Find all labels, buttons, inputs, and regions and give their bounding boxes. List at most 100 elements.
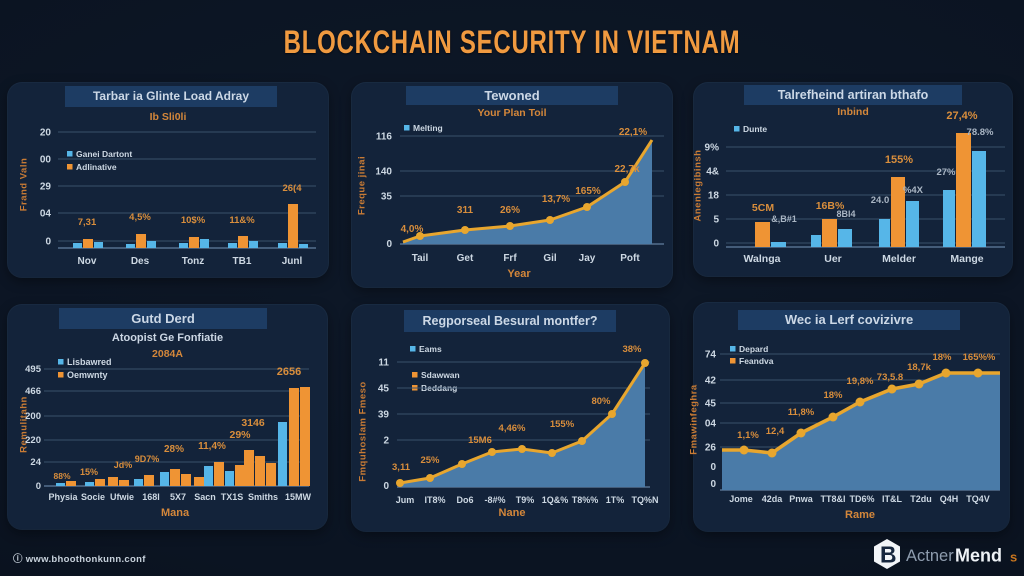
svg-text:2656: 2656	[277, 366, 301, 378]
svg-text:04: 04	[40, 209, 52, 220]
svg-text:4&: 4&	[706, 167, 719, 178]
svg-text:IT&L: IT&L	[882, 494, 902, 504]
svg-text:26: 26	[705, 443, 717, 454]
svg-text:&,B#1: &,B#1	[771, 214, 797, 224]
svg-text:Jay: Jay	[579, 253, 596, 264]
svg-text:Sacn: Sacn	[194, 492, 216, 502]
svg-text:12,4: 12,4	[766, 426, 785, 437]
svg-text:26%: 26%	[500, 205, 520, 216]
svg-text:26(4: 26(4	[282, 183, 302, 194]
svg-text:Sdawwan: Sdawwan	[421, 370, 460, 380]
svg-text:Poft: Poft	[620, 253, 640, 264]
svg-text:15M6: 15M6	[468, 435, 492, 446]
svg-text:Gil: Gil	[543, 253, 557, 264]
svg-text:13,7%: 13,7%	[542, 194, 570, 205]
svg-text:9D7%: 9D7%	[135, 454, 160, 464]
svg-text:165%%: 165%%	[963, 352, 996, 363]
svg-text:T9%: T9%	[516, 495, 535, 505]
svg-text:TD6%: TD6%	[849, 494, 874, 504]
svg-text:38%: 38%	[622, 344, 642, 355]
svg-text:39: 39	[378, 410, 390, 421]
svg-text:155%: 155%	[550, 419, 575, 430]
svg-text:45: 45	[378, 384, 390, 395]
svg-text:18: 18	[708, 191, 720, 202]
svg-text:Jd%: Jd%	[114, 460, 133, 470]
svg-text:1T%: 1T%	[606, 495, 625, 505]
svg-text:Actner: Actner	[906, 547, 954, 565]
svg-text:24: 24	[30, 457, 41, 468]
svg-text:9%: 9%	[705, 143, 720, 154]
svg-text:Socie: Socie	[81, 492, 105, 502]
svg-text:Melting: Melting	[413, 123, 443, 133]
svg-text:0: 0	[710, 462, 716, 473]
svg-text:220: 220	[25, 435, 41, 446]
svg-text:Physia: Physia	[48, 492, 78, 502]
svg-text:18%: 18%	[932, 352, 952, 363]
svg-text:Ganei Dartont: Ganei Dartont	[76, 149, 132, 159]
svg-text:TQ4V: TQ4V	[966, 494, 990, 504]
svg-text:3,11: 3,11	[392, 462, 411, 473]
svg-text:4,46%: 4,46%	[499, 423, 526, 434]
svg-text:TB1: TB1	[233, 256, 252, 267]
svg-text:28%: 28%	[164, 444, 184, 455]
svg-text:200: 200	[25, 411, 41, 422]
svg-text:80%: 80%	[591, 396, 611, 407]
svg-text:155%: 155%	[885, 154, 913, 166]
svg-text:165%: 165%	[575, 186, 601, 197]
svg-text:2: 2	[383, 436, 389, 447]
svg-text:-8#%: -8#%	[484, 495, 505, 505]
svg-text:Oemwnty: Oemwnty	[67, 370, 108, 380]
svg-text:88%: 88%	[53, 471, 70, 481]
svg-text:20: 20	[40, 128, 52, 139]
svg-text:22,7k: 22,7k	[614, 164, 639, 175]
svg-text:T2du: T2du	[910, 494, 932, 504]
svg-text:Get: Get	[457, 253, 474, 264]
svg-text:Mange: Mange	[950, 253, 983, 265]
svg-text:311: 311	[457, 205, 474, 216]
svg-text:24.0: 24.0	[871, 195, 890, 206]
svg-text:42da: 42da	[762, 494, 784, 504]
svg-text:11: 11	[378, 358, 389, 369]
svg-text:Junl: Junl	[282, 256, 303, 267]
svg-text:11,4%: 11,4%	[198, 441, 226, 452]
svg-text:IT8%: IT8%	[424, 495, 445, 505]
svg-text:5X7: 5X7	[170, 492, 186, 502]
svg-text:Des: Des	[131, 256, 150, 267]
svg-text:Mana: Mana	[161, 507, 190, 519]
svg-text:18%: 18%	[823, 390, 843, 401]
svg-text:27%: 27%	[936, 167, 956, 178]
svg-text:78.8%: 78.8%	[967, 127, 994, 138]
svg-text:Tail: Tail	[412, 253, 429, 264]
svg-text:16B%: 16B%	[816, 200, 845, 212]
svg-text:TQ%N: TQ%N	[632, 495, 659, 505]
svg-text:18,7k: 18,7k	[907, 362, 931, 373]
svg-text:Ufwie: Ufwie	[110, 492, 134, 502]
svg-text:29: 29	[40, 182, 52, 193]
svg-text:10$%: 10$%	[181, 215, 206, 226]
svg-text:73,5.8: 73,5.8	[877, 372, 903, 383]
svg-text:140: 140	[375, 167, 392, 178]
svg-text:15MW: 15MW	[285, 492, 312, 502]
svg-text:0: 0	[713, 239, 719, 250]
svg-text:Mend: Mend	[955, 546, 1002, 566]
svg-text:116: 116	[376, 132, 393, 143]
svg-text:1Q&%: 1Q&%	[542, 495, 569, 505]
svg-text:0: 0	[710, 479, 716, 490]
svg-text:%4X: %4X	[903, 185, 924, 196]
svg-text:0: 0	[386, 239, 392, 250]
svg-text:74: 74	[705, 350, 717, 361]
svg-text:00: 00	[40, 155, 52, 166]
svg-text:11&%: 11&%	[229, 215, 255, 226]
svg-text:495: 495	[25, 364, 42, 375]
svg-text:Uer: Uer	[824, 253, 842, 265]
svg-text:TT8&l: TT8&l	[820, 494, 845, 504]
svg-text:Melder: Melder	[882, 253, 916, 265]
svg-text:1,1%: 1,1%	[737, 430, 759, 441]
svg-text:0: 0	[383, 481, 389, 492]
svg-text:Do6: Do6	[456, 495, 473, 505]
svg-text:Dunte: Dunte	[743, 124, 767, 134]
svg-text:Walnga: Walnga	[744, 253, 781, 265]
svg-text:35: 35	[381, 192, 393, 203]
svg-text:Pnwa: Pnwa	[789, 494, 814, 504]
svg-text:0: 0	[36, 481, 41, 492]
